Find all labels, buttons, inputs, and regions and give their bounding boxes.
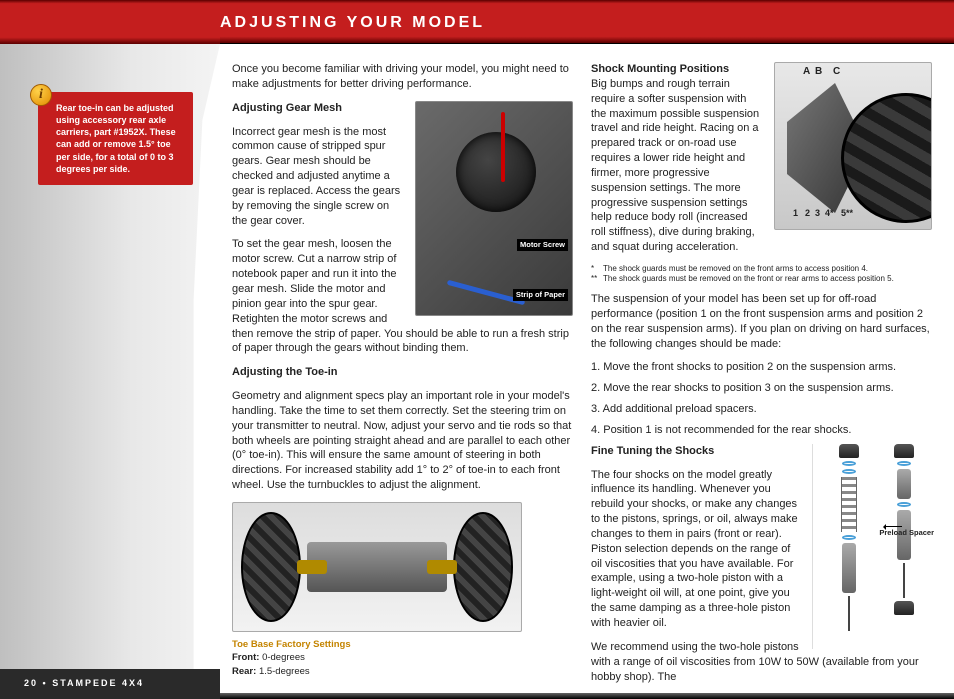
- footer-sep: •: [43, 678, 48, 688]
- shock-parts-figure: Preload Spacer: [812, 444, 932, 649]
- preload-label: Preload Spacer: [879, 529, 934, 537]
- content-area: Once you become familiar with driving yo…: [232, 62, 932, 663]
- fn2-mark: **: [591, 274, 603, 284]
- part-stack-left: [839, 444, 859, 649]
- toe-rear-label: Rear:: [232, 666, 256, 677]
- footer-model: STAMPEDE 4X4: [52, 678, 144, 688]
- step-4: 4. Position 1 is not recommended for the…: [591, 423, 932, 438]
- shock-num-4: 4*: [825, 207, 834, 219]
- fn2-text: The shock guards must be removed on the …: [603, 274, 894, 284]
- tire-right-icon: [453, 512, 513, 622]
- sidebar-tip: Rear toe-in can be adjusted using access…: [38, 92, 193, 185]
- page-number: 20: [24, 678, 38, 688]
- shock-p2: The suspension of your model has been se…: [591, 292, 932, 351]
- step-1: 1. Move the front shocks to position 2 o…: [591, 360, 932, 375]
- toe-front-label: Front:: [232, 652, 259, 663]
- tire-left-icon: [241, 512, 301, 622]
- intro-text: Once you become familiar with driving yo…: [232, 62, 573, 92]
- toe-front-val: 0-degrees: [262, 652, 305, 663]
- chassis-icon: [307, 542, 447, 592]
- shock-letter-c: C: [833, 65, 840, 79]
- page-title: ADJUSTING YOUR MODEL: [220, 12, 485, 34]
- shock-num-1: 1: [793, 207, 798, 219]
- toe-p: Geometry and alignment specs play an imp…: [232, 389, 573, 493]
- column-left: Once you become familiar with driving yo…: [232, 62, 573, 663]
- heading-toe-in: Adjusting the Toe-in: [232, 365, 573, 380]
- toe-caption-title: Toe Base Factory Settings: [232, 639, 351, 650]
- tip-icon: i: [30, 84, 52, 106]
- shock-num-2: 2: [805, 207, 810, 219]
- shock-num-5: 5**: [841, 207, 853, 219]
- shock-footnotes: *The shock guards must be removed on the…: [591, 264, 932, 284]
- shock-position-figure: A B C 1 2 3 4* 5**: [774, 62, 932, 230]
- part-stack-right: [894, 444, 914, 649]
- gear-label-motor: Motor Screw: [517, 239, 568, 251]
- shock-letter-b: B: [815, 65, 822, 79]
- column-right: A B C 1 2 3 4* 5** Shock Mounting Positi…: [591, 62, 932, 663]
- gear-label-paper: Strip of Paper: [513, 289, 568, 301]
- toe-caption: Toe Base Factory Settings Front: 0-degre…: [232, 638, 573, 678]
- shock-letter-a: A: [803, 65, 810, 79]
- step-2: 2. Move the rear shocks to position 3 on…: [591, 381, 932, 396]
- shock-num-3: 3: [815, 207, 820, 219]
- shock-steps: 1. Move the front shocks to position 2 o…: [591, 360, 932, 437]
- heading-shock-mount: Shock Mounting Positions: [591, 63, 729, 75]
- page-footer: 20 • STAMPEDE 4X4: [24, 677, 144, 689]
- step-3: 3. Add additional preload spacers.: [591, 402, 932, 417]
- fn1-text: The shock guards must be removed on the …: [603, 264, 868, 274]
- gear-mesh-figure: Motor Screw Strip of Paper: [415, 101, 573, 316]
- toe-rear-val: 1.5-degrees: [259, 666, 310, 677]
- toe-figure: [232, 502, 522, 632]
- fn1-mark: *: [591, 264, 603, 274]
